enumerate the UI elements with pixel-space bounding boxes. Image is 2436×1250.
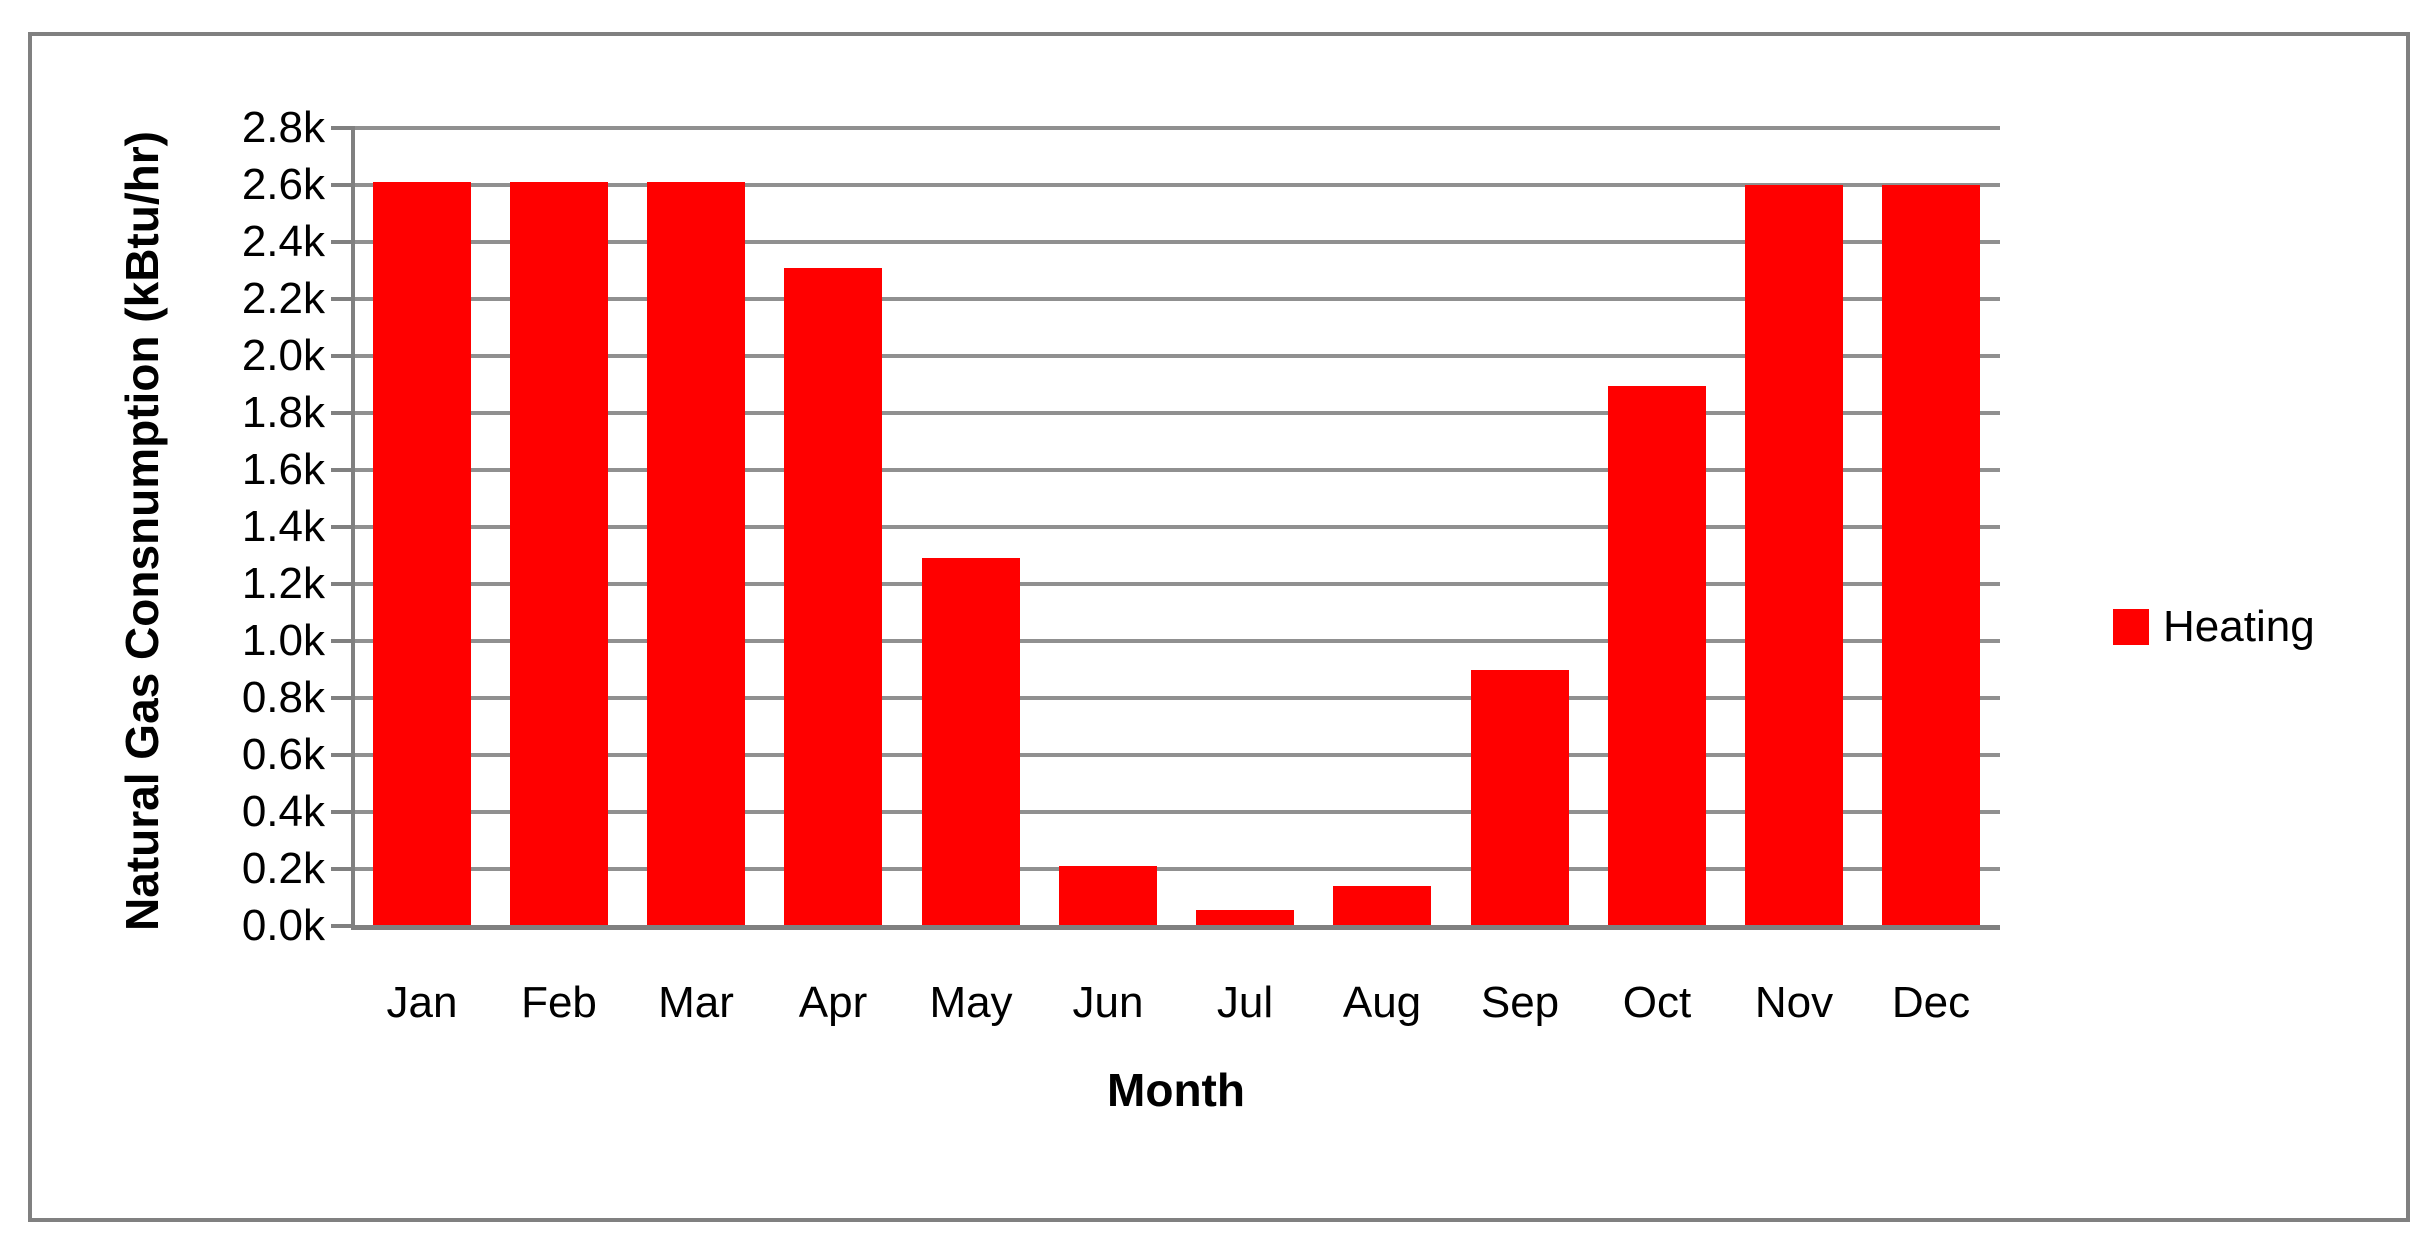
legend: Heating — [2113, 601, 2315, 653]
legend-swatch-heating — [2113, 609, 2149, 645]
figure-border — [28, 32, 2410, 1222]
bar-apr — [784, 267, 882, 926]
x-axis-title: Month — [1107, 1064, 1245, 1116]
y-tick-label: 1.4k — [241, 502, 325, 551]
y-tick-mark — [331, 183, 353, 187]
y-tick-label: 2.0k — [241, 331, 325, 380]
x-tick-label: Sep — [1480, 978, 1560, 1027]
y-tick-mark — [331, 411, 353, 415]
y-tick-label: 2.2k — [241, 274, 325, 323]
x-tick-label: Jun — [1072, 978, 1144, 1027]
gridline — [353, 411, 2000, 415]
gridline — [353, 639, 2000, 643]
gridline — [353, 354, 2000, 358]
legend-label-heating: Heating — [2163, 602, 2315, 651]
gridline — [353, 753, 2000, 757]
x-axis-line — [351, 925, 2000, 930]
y-tick-label: 1.6k — [241, 445, 325, 494]
x-tick-label: Jan — [386, 978, 458, 1027]
y-tick-label: 0.8k — [241, 673, 325, 722]
y-tick-mark — [331, 639, 353, 643]
x-tick-label: Feb — [521, 978, 597, 1027]
x-tick-label: Mar — [658, 978, 734, 1027]
y-tick-label: 2.6k — [241, 160, 325, 209]
bar-feb — [510, 182, 608, 926]
y-tick-mark — [331, 354, 353, 358]
gridline — [353, 525, 2000, 529]
gridline — [353, 297, 2000, 301]
gridline — [353, 867, 2000, 871]
bar-jul — [1196, 910, 1294, 926]
bar-oct — [1608, 385, 1706, 926]
bar-mar — [647, 182, 745, 926]
bar-aug — [1333, 886, 1431, 926]
y-tick-label: 2.8k — [241, 103, 325, 152]
y-tick-mark — [331, 696, 353, 700]
y-tick-mark — [331, 924, 353, 928]
y-axis-line — [351, 126, 355, 930]
y-tick-mark — [331, 582, 353, 586]
x-tick-label: Jul — [1216, 978, 1274, 1027]
x-tick-label: Oct — [1622, 978, 1692, 1027]
x-tick-label: May — [929, 978, 1013, 1027]
y-tick-mark — [331, 297, 353, 301]
gridline — [353, 240, 2000, 244]
bar-sep — [1471, 669, 1569, 926]
bar-jan — [373, 182, 471, 926]
gridline — [353, 183, 2000, 187]
y-tick-label: 1.8k — [241, 388, 325, 437]
bar-may — [922, 558, 1020, 926]
bar-nov — [1745, 185, 1843, 926]
x-tick-label: Apr — [798, 978, 868, 1027]
bar-jun — [1059, 866, 1157, 926]
y-tick-mark — [331, 468, 353, 472]
gridline — [353, 810, 2000, 814]
y-tick-mark — [331, 753, 353, 757]
bar-dec — [1882, 185, 1980, 926]
y-axis-title: Natural Gas Consnumption (kBtu/hr) — [116, 131, 168, 931]
y-tick-mark — [331, 240, 353, 244]
gridline — [353, 468, 2000, 472]
gridline — [353, 582, 2000, 586]
x-tick-label: Aug — [1342, 978, 1422, 1027]
y-tick-label: 0.2k — [241, 844, 325, 893]
y-tick-mark — [331, 867, 353, 871]
y-tick-label: 1.0k — [241, 616, 325, 665]
y-tick-mark — [331, 525, 353, 529]
gridline — [353, 696, 2000, 700]
y-tick-label: 0.6k — [241, 730, 325, 779]
y-tick-label: 1.2k — [241, 559, 325, 608]
y-tick-mark — [331, 126, 353, 130]
y-tick-label: 2.4k — [241, 217, 325, 266]
gridline — [353, 126, 2000, 130]
x-tick-label: Nov — [1754, 978, 1834, 1027]
y-tick-label: 0.4k — [241, 787, 325, 836]
y-tick-label: 0.0k — [241, 901, 325, 950]
x-tick-label: Dec — [1891, 978, 1971, 1027]
y-tick-mark — [331, 810, 353, 814]
